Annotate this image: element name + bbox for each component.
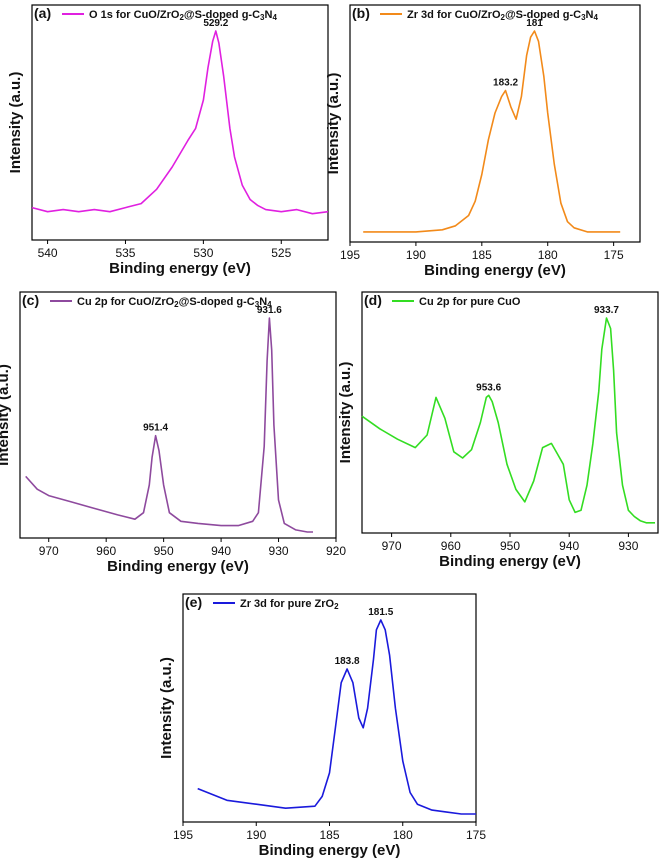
x-tick-label: 195 <box>340 248 360 262</box>
x-tick-label: 940 <box>211 544 231 558</box>
peak-label: 529.2 <box>203 18 228 29</box>
plot-frame <box>361 291 659 534</box>
legend-label: Cu 2p for pure CuO <box>419 296 521 308</box>
y-axis-title: Intensity (a.u.) <box>337 362 354 464</box>
legend-label: Zr 3d for CuO/ZrO2@S-doped g-C3N4 <box>407 9 598 22</box>
x-tick-label: 530 <box>193 246 213 260</box>
peak-label: 183.2 <box>493 77 518 88</box>
legend-label: Zr 3d for pure ZrO2 <box>240 598 339 611</box>
x-tick-label: 970 <box>382 539 402 553</box>
series-line <box>197 619 476 815</box>
peak-label: 183.8 <box>335 656 360 667</box>
panel-label: (d) <box>364 292 382 308</box>
panel-label: (c) <box>22 292 39 308</box>
x-tick-label: 175 <box>604 248 624 262</box>
x-tick-label: 180 <box>393 828 413 842</box>
x-axis-title: Binding energy (eV) <box>424 262 566 279</box>
y-axis-title: Intensity (a.u.) <box>158 657 175 759</box>
series-line <box>361 317 655 524</box>
x-tick-label: 960 <box>96 544 116 558</box>
x-tick-label: 180 <box>538 248 558 262</box>
peak-label: 953.6 <box>476 382 501 393</box>
x-tick-label: 535 <box>115 246 135 260</box>
x-tick-label: 195 <box>173 828 193 842</box>
x-axis-title: Binding energy (eV) <box>439 553 581 570</box>
x-tick-label: 920 <box>326 544 346 558</box>
plot-frame <box>31 4 329 241</box>
chart-panel: 195 190 185 180 175 (b) Zr 3d for CuO/ZrO2@S-d… <box>325 4 641 279</box>
panel-label: (a) <box>34 5 51 21</box>
x-tick-label: 970 <box>39 544 59 558</box>
x-tick-label: 525 <box>271 246 291 260</box>
panel-label: (b) <box>352 5 370 21</box>
chart-panel: 970 960 950 940 930 (d) Cu 2p for pure CuO 953.… <box>337 291 659 570</box>
plot-frame <box>182 593 477 823</box>
x-tick-label: 960 <box>441 539 461 553</box>
x-axis-title: Binding energy (eV) <box>107 558 249 575</box>
series-line <box>363 30 621 233</box>
legend-label: Cu 2p for CuO/ZrO2@S-doped g-C3N4 <box>77 296 272 309</box>
x-tick-label: 185 <box>319 828 339 842</box>
x-tick-label: 175 <box>466 828 486 842</box>
chart-panel: 970 960 950 940 930 920 (c) Cu 2p for CuO/ZrO2@… <box>0 291 346 575</box>
peak-label: 181.5 <box>368 607 393 618</box>
legend-label: O 1s for CuO/ZrO2@S-doped g-C3N4 <box>89 9 277 22</box>
x-axis-title: Binding energy (eV) <box>259 842 401 859</box>
peak-label: 181 <box>526 18 543 29</box>
x-tick-label: 930 <box>618 539 638 553</box>
series-line <box>25 317 313 533</box>
x-tick-label: 950 <box>500 539 520 553</box>
series-line <box>31 30 329 215</box>
x-axis-title: Binding energy (eV) <box>109 260 251 277</box>
x-tick-label: 190 <box>406 248 426 262</box>
x-tick-label: 930 <box>269 544 289 558</box>
chart-panel: 195 190 185 180 175 (e) Zr 3d for pure ZrO2 183… <box>158 593 486 859</box>
x-tick-label: 185 <box>472 248 492 262</box>
x-tick-label: 540 <box>38 246 58 260</box>
y-axis-title: Intensity (a.u.) <box>0 364 12 466</box>
chart-panel: 540 535 530 525 (a) O 1s for CuO/ZrO2@S-doped… <box>7 4 329 277</box>
y-axis-title: Intensity (a.u.) <box>7 72 24 174</box>
peak-label: 931.6 <box>257 305 282 316</box>
plot-frame <box>19 291 337 539</box>
plot-frame <box>349 4 641 243</box>
x-tick-label: 190 <box>246 828 266 842</box>
peak-label: 933.7 <box>594 305 619 316</box>
y-axis-title: Intensity (a.u.) <box>325 73 342 175</box>
peak-label: 951.4 <box>143 423 168 434</box>
panel-label: (e) <box>185 594 202 610</box>
x-tick-label: 950 <box>154 544 174 558</box>
x-tick-label: 940 <box>559 539 579 553</box>
